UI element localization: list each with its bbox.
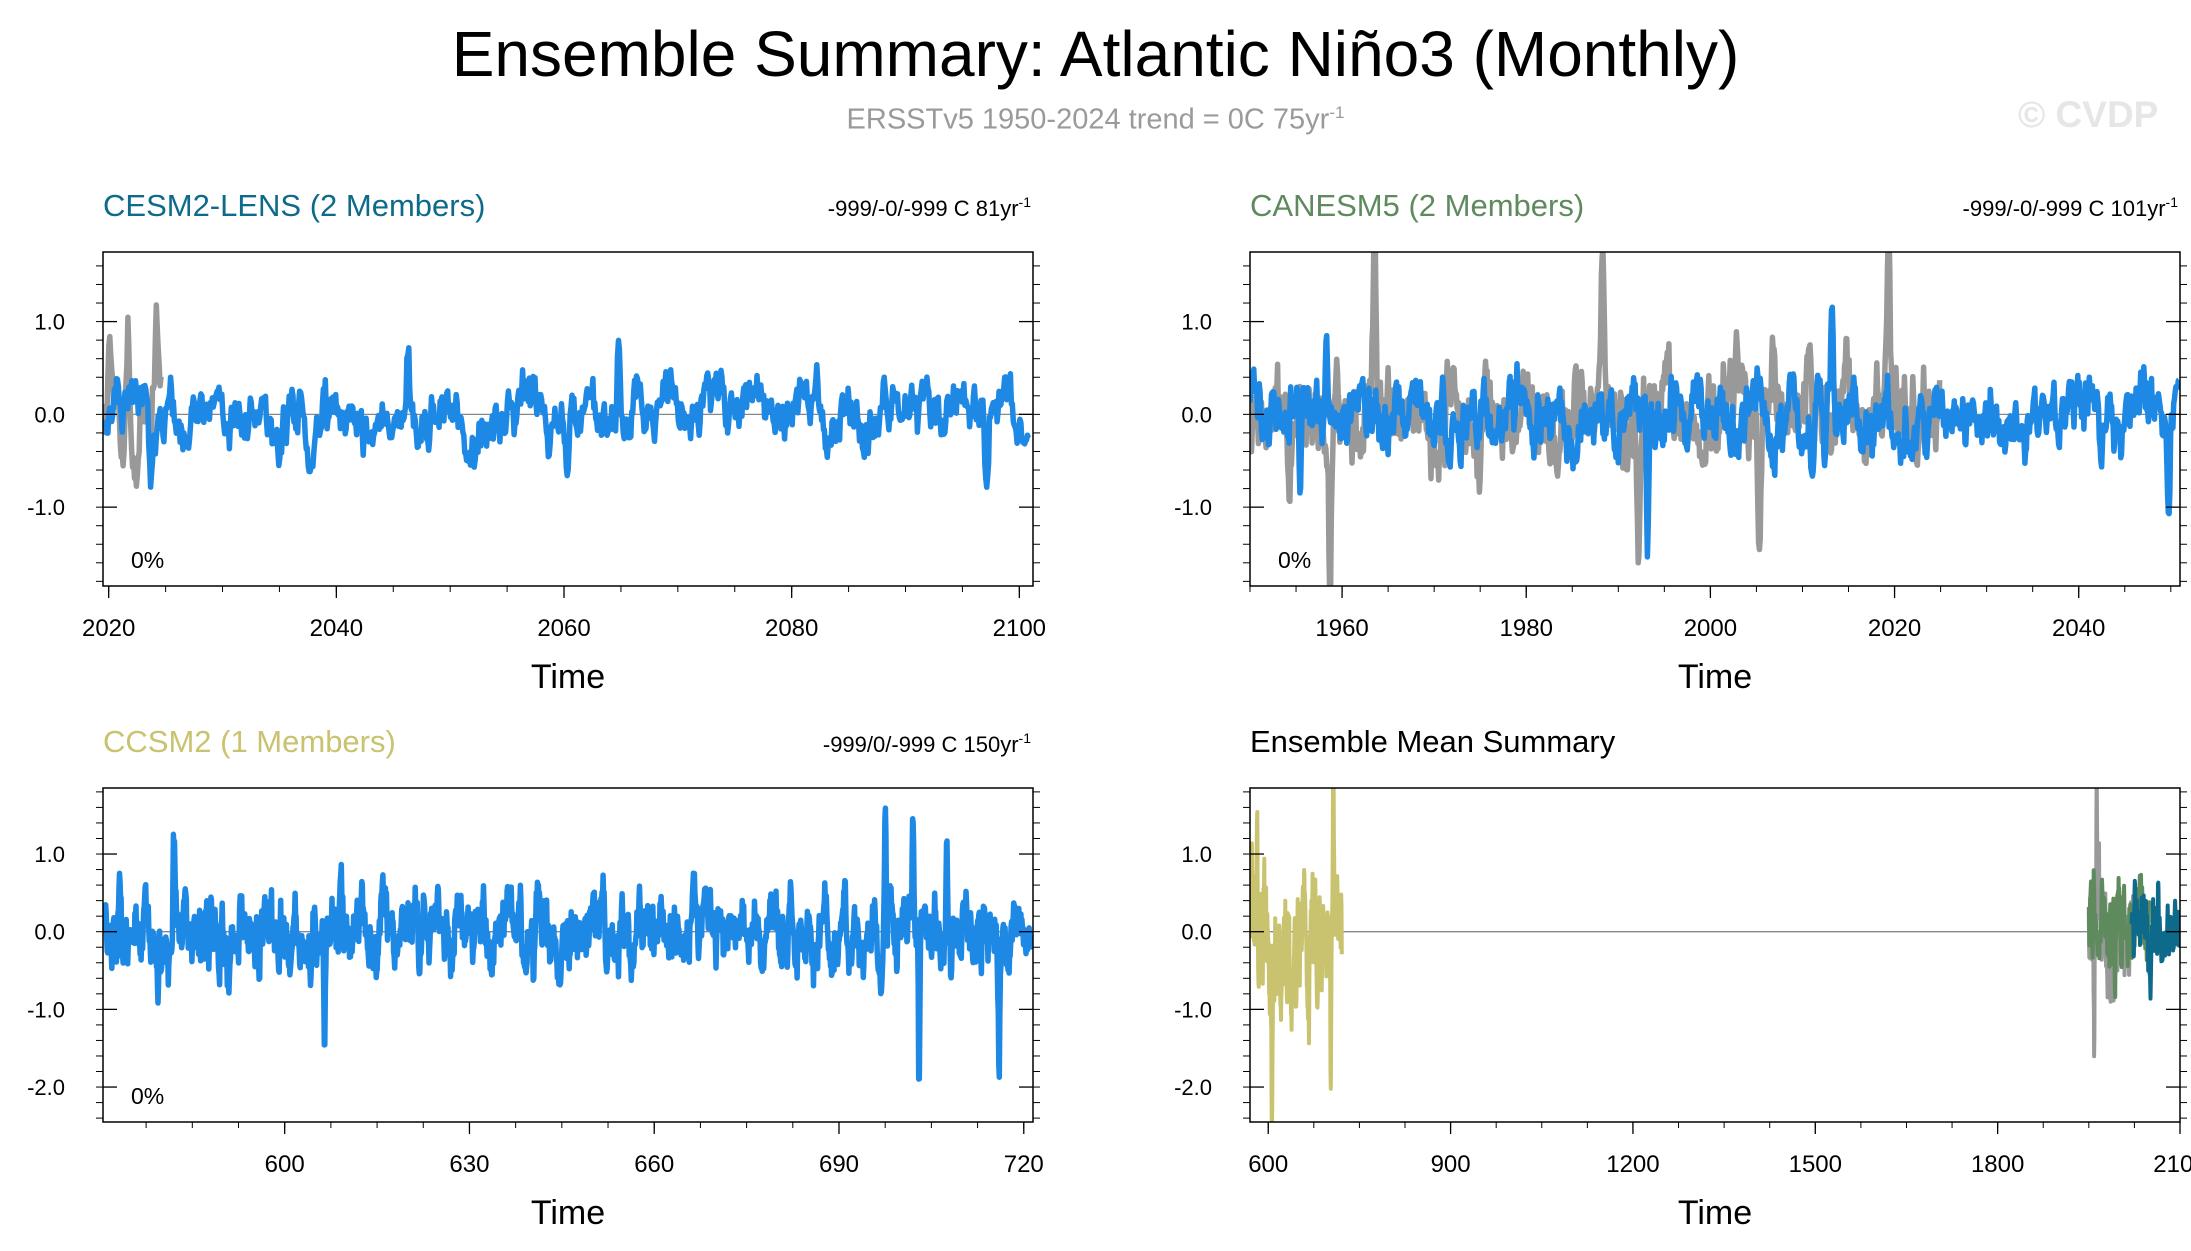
x-tick-label: 2100 [2153,1151,2191,1178]
y-tick-label: -1.0 [1174,495,1212,520]
y-tick-label: 1.0 [1181,310,1212,335]
series-line-cesm2-lens [2129,878,2180,1001]
panel-title: CCSM2 (1 Members) [103,724,396,759]
y-tick-label: -1.0 [27,495,65,520]
percent-label: 0% [1278,547,1311,573]
x-tick-label: 600 [1248,1151,1288,1178]
percent-label: 0% [131,547,164,573]
trend-stat: -999/0/-999 C 150yr-1 [823,730,1031,757]
x-axis-label: Time [1678,1194,1752,1232]
percent-label: 0% [131,1083,164,1109]
x-tick-label: 1980 [1500,615,1553,642]
chart-ensemble_mean: Ensemble Mean Summary 1.0 0.0 -1.0 -2.0 600 90… [1174,724,2191,1232]
trend-stat-text: -999/-0/-999 C 101yr [1963,196,2166,221]
x-tick-label: 630 [449,1151,489,1178]
trend-stat-exponent: -1 [1019,730,1032,746]
y-tick-label: -1.0 [27,997,65,1022]
series-line-ensemble-members [103,805,1033,1082]
y-tick-label: 1.0 [34,310,65,335]
series-group [1250,252,2180,586]
x-axis-label: Time [531,658,605,696]
y-tick-label: 1.0 [34,842,65,867]
panel-title: CESM2-LENS (2 Members) [103,188,485,223]
y-tick-label: 0.0 [34,920,65,945]
plot-frame [102,787,1034,1123]
y-tick-label: 0.0 [1181,402,1212,427]
y-tick-label: 1.0 [1181,842,1212,867]
x-tick-label: 660 [634,1151,674,1178]
x-tick-label: 690 [819,1151,859,1178]
series-line-ensemble-members [103,337,1032,490]
y-tick-label: 0.0 [1181,920,1212,945]
x-tick-label: 2060 [537,615,590,642]
x-axis-label: Time [1678,658,1752,696]
subtitle-exponent: -1 [1329,103,1345,122]
x-tick-label: 2020 [1868,615,1921,642]
y-tick-label: -2.0 [1174,1075,1212,1100]
trend-stat-exponent: -1 [1019,194,1032,210]
series-group [1250,788,2180,1122]
x-tick-label: 2040 [310,615,363,642]
x-tick-label: 1960 [1315,615,1368,642]
x-tick-label: 2040 [2052,615,2105,642]
x-tick-label: 600 [265,1151,305,1178]
plot-frame [1249,251,2181,587]
chart-ccsm2: CCSM2 (1 Members) -999/0/-999 C 150yr-1 1.… [27,724,1044,1232]
trend-stat: -999/-0/-999 C 81yr-1 [828,194,1031,221]
series-line-canesm5 [2086,868,2153,999]
x-tick-label: 1500 [1789,1151,1842,1178]
plot-frame [1249,787,2181,1123]
y-tick-label: -2.0 [27,1075,65,1100]
x-tick-label: 2000 [1684,615,1737,642]
trend-stat-text: -999/0/-999 C 150yr [823,732,1019,757]
subtitle-text: ERSSTv5 1950-2024 trend = 0C 75yr [846,103,1330,136]
y-tick-label: 0.0 [34,402,65,427]
x-tick-label: 900 [1431,1151,1471,1178]
x-tick-label: 720 [1004,1151,1044,1178]
panel-title: Ensemble Mean Summary [1250,724,1616,759]
x-tick-label: 2100 [993,615,1046,642]
plot-frame [102,251,1034,587]
trend-stat-text: -999/-0/-999 C 81yr [828,196,1019,221]
figure-title: Ensemble Summary: Atlantic Niño3 (Monthl… [451,18,1740,90]
x-tick-label: 1200 [1606,1151,1659,1178]
panel-title: CANESM5 (2 Members) [1250,188,1584,223]
trend-stat: -999/-0/-999 C 101yr-1 [1963,194,2179,221]
x-tick-label: 1800 [1971,1151,2024,1178]
y-tick-label: -1.0 [1174,997,1212,1022]
series-line-ensemble-members [1250,304,2180,560]
chart-cesm2: CESM2-LENS (2 Members) -999/-0/-999 C 81y… [27,188,1046,696]
chart-canesm5: CANESM5 (2 Members) -999/-0/-999 C 101yr-… [1174,188,2187,696]
x-tick-label: 2020 [82,615,135,642]
figure-subtitle: ERSSTv5 1950-2024 trend = 0C 75yr-1 [0,104,2191,135]
trend-stat-exponent: -1 [2166,194,2179,210]
x-tick-label: 2080 [765,615,818,642]
series-group [103,805,1033,1082]
cvdp-watermark: © CVDP [2018,94,2159,135]
x-axis-label: Time [531,1194,605,1232]
series-group [103,302,1032,490]
series-line-ccsm2 [1250,788,1344,1122]
